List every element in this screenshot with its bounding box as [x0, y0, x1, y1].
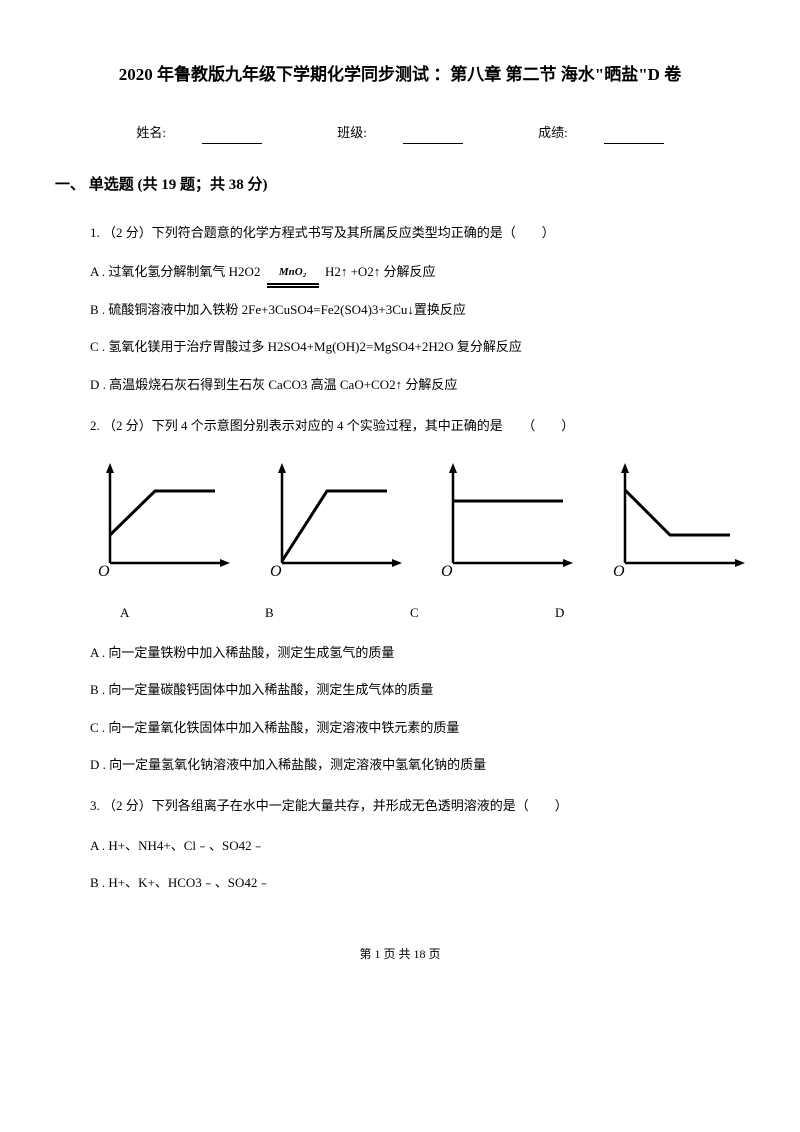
- svg-text:O: O: [613, 563, 625, 580]
- graph-label-c: C: [410, 601, 550, 624]
- graph-labels: A B C D: [90, 601, 745, 624]
- svg-text:O: O: [98, 563, 110, 580]
- section-header: 一、 单选题 (共 19 题；共 38 分): [55, 172, 745, 199]
- q2-option-a: A . 向一定量铁粉中加入稀盐酸，测定生成氢气的质量: [90, 641, 745, 664]
- graph-label-a: A: [120, 601, 260, 624]
- graph-d: O: [605, 463, 745, 583]
- graphs-row: O O O: [90, 453, 745, 591]
- graph-b: O: [262, 463, 402, 583]
- question-1: 1. （2 分）下列符合题意的化学方程式书写及其所属反应类型均正确的是（ ） A…: [55, 221, 745, 396]
- q2-option-d: D . 向一定量氢氧化钠溶液中加入稀盐酸，测定溶液中氢氧化钠的质量: [90, 753, 745, 776]
- class-field: 班级:: [319, 121, 481, 144]
- q1-option-b: B . 硫酸铜溶液中加入铁粉 2Fe+3CuSO4=Fe2(SO4)3+3Cu↓…: [90, 298, 745, 321]
- q1-option-c: C . 氢氧化镁用于治疗胃酸过多 H2SO4+Mg(OH)2=MgSO4+2H2…: [90, 335, 745, 358]
- graph-label-d: D: [555, 601, 695, 624]
- q3-option-b: B . H+、K+、HCO3﹣、SO42﹣: [90, 871, 745, 894]
- page-title: 2020 年鲁教版九年级下学期化学同步测试 ：第八章 第二节 海水"晒盐"D 卷: [55, 60, 745, 91]
- name-field: 姓名:: [118, 121, 280, 144]
- question-3: 3. （2 分）下列各组离子在水中一定能大量共存，并形成无色透明溶液的是（ ） …: [55, 794, 745, 894]
- score-label: 成绩:: [538, 121, 568, 144]
- class-label: 班级:: [337, 121, 367, 144]
- score-field: 成绩:: [520, 121, 682, 144]
- q1-option-a: A . 过氧化氢分解制氧气 H2O2 MnO₂ H2↑ +O2↑ 分解反应: [90, 260, 745, 283]
- q3-option-a: A . H+、NH4+、Cl﹣、SO42﹣: [90, 834, 745, 857]
- question-2: 2. （2 分）下列 4 个示意图分别表示对应的 4 个实验过程，其中正确的是 …: [55, 414, 745, 776]
- name-label: 姓名:: [136, 121, 166, 144]
- graph-a: O: [90, 463, 230, 583]
- q2-stem: 2. （2 分）下列 4 个示意图分别表示对应的 4 个实验过程，其中正确的是 …: [90, 414, 745, 437]
- q2-option-c: C . 向一定量氧化铁固体中加入稀盐酸，测定溶液中铁元素的质量: [90, 716, 745, 739]
- q1-stem: 1. （2 分）下列符合题意的化学方程式书写及其所属反应类型均正确的是（ ）: [90, 221, 745, 244]
- catalyst-label: MnO₂: [267, 263, 319, 283]
- info-line: 姓名: 班级: 成绩:: [55, 121, 745, 144]
- graph-label-b: B: [265, 601, 405, 624]
- svg-text:O: O: [270, 563, 282, 580]
- q3-stem: 3. （2 分）下列各组离子在水中一定能大量共存，并形成无色透明溶液的是（ ）: [90, 794, 745, 817]
- svg-text:O: O: [441, 563, 453, 580]
- graph-c: O: [433, 463, 573, 583]
- page-footer: 第 1 页 共 18 页: [55, 944, 745, 966]
- q1-option-d: D . 高温煅烧石灰石得到生石灰 CaCO3 高温 CaO+CO2↑ 分解反应: [90, 373, 745, 396]
- q1-opta-head: A . 过氧化氢分解制氧气 H2O2: [90, 264, 260, 279]
- q2-option-b: B . 向一定量碳酸钙固体中加入稀盐酸，测定生成气体的质量: [90, 678, 745, 701]
- q1-opta-tail: H2↑ +O2↑ 分解反应: [325, 264, 436, 279]
